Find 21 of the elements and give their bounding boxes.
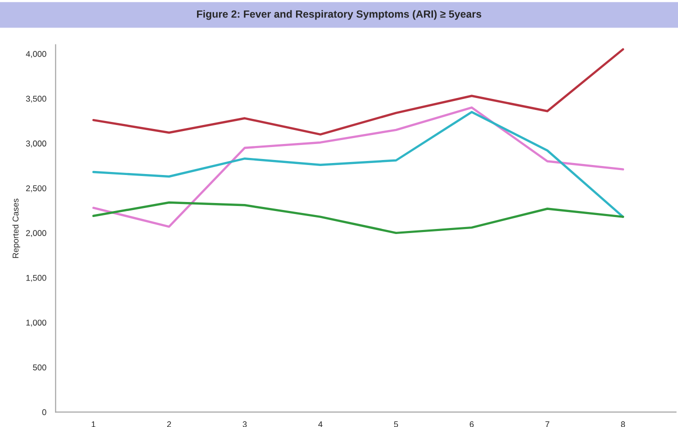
y-tick-label: 2,500 [26, 185, 46, 192]
y-tick-label: 500 [33, 364, 46, 370]
x-tick-label: 1 [92, 421, 96, 427]
y-tick-label: 2,000 [26, 230, 46, 238]
x-tick-label: 7 [545, 421, 550, 427]
y-axis-title: Reported Cases [12, 198, 20, 258]
x-tick-label: 3 [242, 421, 247, 427]
y-tick-label: 4,000 [26, 50, 46, 58]
x-tick-label: 8 [621, 421, 625, 427]
x-tick-label: 2 [167, 421, 171, 427]
line-series [92, 201, 624, 234]
y-tick-label: 1,500 [26, 274, 46, 282]
y-tick-label: 3,000 [26, 140, 46, 148]
y-tick-label: 0 [42, 409, 46, 416]
y-tick-label: 1,000 [26, 320, 46, 327]
chart-title: Figure 2: Fever and Respiratory Symptoms (ARI) ≥ 5years [197, 10, 482, 20]
x-tick-label: 4 [318, 421, 322, 427]
x-tick-label: 5 [394, 421, 398, 427]
x-tick-label: 6 [470, 421, 474, 427]
y-tick-label: 3,500 [26, 96, 46, 103]
line-series [92, 48, 624, 136]
